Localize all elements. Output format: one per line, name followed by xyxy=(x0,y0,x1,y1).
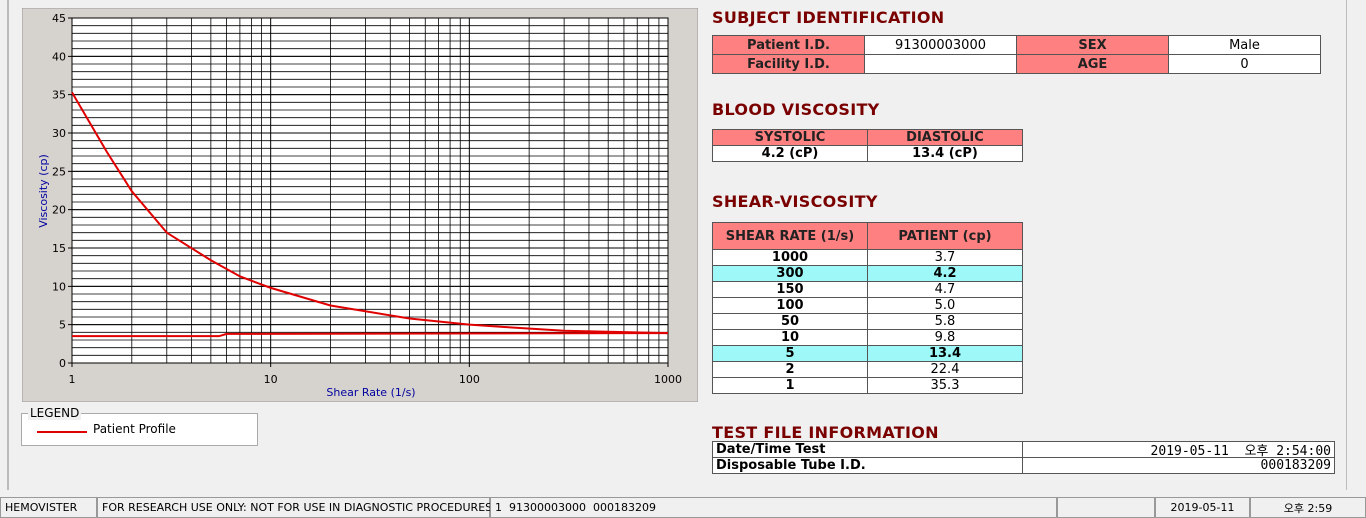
y-tick-label: 0 xyxy=(59,357,66,370)
section-title: TEST FILE INFORMATION xyxy=(712,423,939,442)
table-cell: SEX xyxy=(1016,35,1169,55)
table-cell: 5.8 xyxy=(867,313,1023,330)
table-cell: 1000 xyxy=(712,249,868,266)
x-tick-label: 1 xyxy=(69,373,76,386)
table-cell: Date/Time Test xyxy=(712,441,1023,458)
table-cell: 9.8 xyxy=(867,329,1023,346)
plot-area xyxy=(72,18,668,363)
y-tick-label: 10 xyxy=(52,280,66,293)
table-cell: 91300003000 xyxy=(864,35,1017,55)
series-line xyxy=(71,91,669,335)
y-tick-label: 20 xyxy=(52,204,66,217)
y-tick-label: 30 xyxy=(52,127,66,140)
x-axis-label: Shear Rate (1/s) xyxy=(326,386,415,399)
table-cell: 000183209 xyxy=(1022,457,1335,474)
section-title: BLOOD VISCOSITY xyxy=(712,100,880,119)
status-cell: FOR RESEARCH USE ONLY: NOT FOR USE IN DI… xyxy=(97,497,492,518)
chart: Shear Rate (1/s) Viscosity (cp) 0 5 10 15 20… xyxy=(22,8,698,402)
table-cell: Male xyxy=(1168,35,1321,55)
legend-swatch xyxy=(37,431,87,433)
status-cell: 1 91300003000 000183209 xyxy=(490,497,1057,518)
table-cell: 5.0 xyxy=(867,297,1023,314)
table-cell: SHEAR RATE (1/s) xyxy=(712,222,868,250)
status-cell xyxy=(1057,497,1155,518)
table-cell: 13.4 xyxy=(867,345,1023,362)
table-cell: AGE xyxy=(1016,54,1169,74)
table-cell: 300 xyxy=(712,265,868,282)
legend-label: Patient Profile xyxy=(93,422,176,436)
x-tick-label: 10 xyxy=(264,373,278,386)
legend-title: LEGEND xyxy=(28,406,82,420)
frame-line xyxy=(1346,0,1347,490)
plot-border xyxy=(71,17,669,364)
status-cell: HEMOVISTER xyxy=(0,497,97,518)
frame-line xyxy=(7,0,9,490)
y-tick-label: 45 xyxy=(52,12,66,25)
legend: LEGEND Patient Profile xyxy=(21,406,258,446)
x-tick-label: 1000 xyxy=(654,373,682,386)
section-title: SUBJECT IDENTIFICATION xyxy=(712,8,945,27)
y-tick-label: 40 xyxy=(52,50,66,63)
table-cell: Disposable Tube I.D. xyxy=(712,457,1023,474)
table-cell: Facility I.D. xyxy=(712,54,865,74)
table-cell: 13.4 (cP) xyxy=(867,145,1023,162)
table-cell xyxy=(864,54,1017,74)
table-cell: 35.3 xyxy=(867,377,1023,394)
y-tick-label: 25 xyxy=(52,165,66,178)
table-cell: 50 xyxy=(712,313,868,330)
status-cell: 오후 2:59 xyxy=(1250,497,1366,518)
y-axis-label: Viscosity (cp) xyxy=(37,154,50,228)
table-cell: 0 xyxy=(1168,54,1321,74)
table-cell: SYSTOLIC xyxy=(712,129,868,146)
x-tick-label: 100 xyxy=(459,373,480,386)
table-cell: 2 xyxy=(712,361,868,378)
table-cell: 10 xyxy=(712,329,868,346)
table-cell: 22.4 xyxy=(867,361,1023,378)
table-cell: 100 xyxy=(712,297,868,314)
section-title: SHEAR-VISCOSITY xyxy=(712,192,878,211)
status-cell: 2019-05-11 xyxy=(1155,497,1250,518)
table-cell: 150 xyxy=(712,281,868,298)
table-cell: PATIENT (cp) xyxy=(867,222,1023,250)
y-tick-label: 5 xyxy=(59,319,66,332)
table-cell: 1 xyxy=(712,377,868,394)
table-cell: Patient I.D. xyxy=(712,35,865,55)
table-cell: 4.2 (cP) xyxy=(712,145,868,162)
y-tick-label: 15 xyxy=(52,242,66,255)
table-cell: 5 xyxy=(712,345,868,362)
table-cell: DIASTOLIC xyxy=(867,129,1023,146)
table-cell: 4.2 xyxy=(867,265,1023,282)
series-line xyxy=(72,332,669,338)
table-cell: 4.7 xyxy=(867,281,1023,298)
table-cell: 3.7 xyxy=(867,249,1023,266)
y-tick-label: 35 xyxy=(52,89,66,102)
table-cell: 2019-05-11 오후 2:54:00 xyxy=(1022,441,1335,459)
